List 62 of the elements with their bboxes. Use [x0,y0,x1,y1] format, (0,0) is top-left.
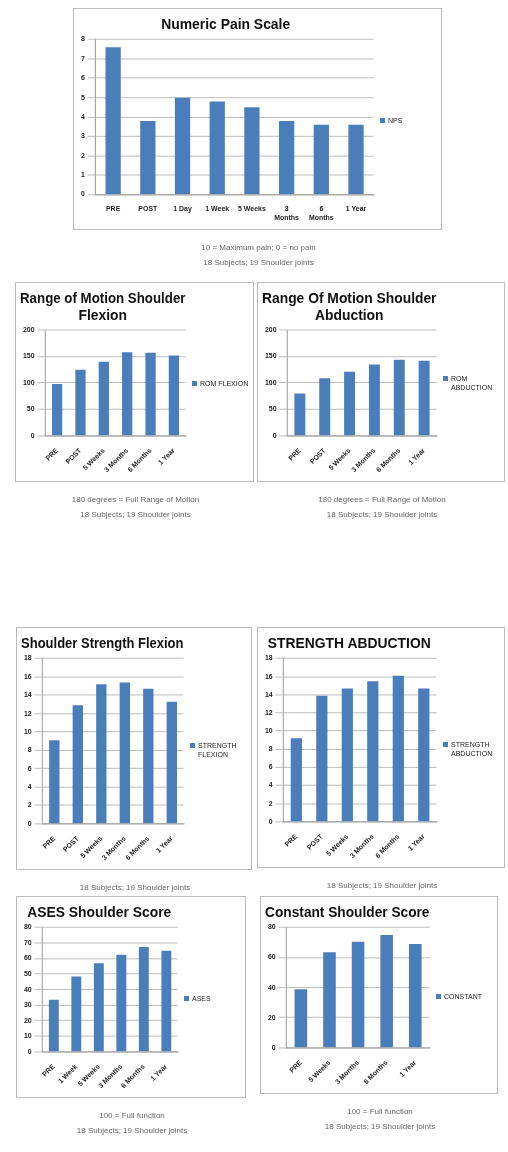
bar [105,47,121,195]
text: 18 Subjects; 19 Shoulder joints [79,509,192,521]
bar [166,701,177,824]
chart-title: Shoulder Strength Flexion [21,635,184,652]
text: 100 = Full function [346,1106,414,1118]
chart-title: Range Of Motion Shoulder Abduction [262,290,438,323]
chart-title: ASES Shoulder Score [27,904,172,921]
bar [93,963,104,1052]
bar [368,364,380,436]
bar [392,675,404,822]
bar [418,360,430,436]
bar [143,688,154,824]
bar [140,120,156,195]
text: 18 Subjects; 19 Shoulder joints [325,880,439,892]
bar [161,950,172,1052]
text: 180 degrees = Full Range of Motion [317,494,447,506]
bar [122,352,133,436]
bar [278,120,295,195]
bar [408,944,422,1048]
bar [380,935,393,1048]
bar [351,941,365,1048]
text: 18 Subjects; 19 Shoulder joints [78,882,192,894]
bar [174,97,191,195]
bar [138,946,149,1052]
bar [294,393,306,436]
bar [316,695,328,822]
text: 18 Subjects; 19 Shoulder joints [75,1125,189,1137]
bar [71,976,82,1052]
bar [96,684,107,824]
bar [313,124,329,195]
bar [290,738,302,822]
bar [75,369,86,436]
bar [367,681,379,822]
chart-title: STRENGTH ABDUCTION [267,635,431,652]
bar [348,124,364,195]
bar [344,371,356,436]
text: 18 Subjects; 19 Shoulder joints [202,257,315,269]
bar [119,682,130,824]
bar [319,378,331,436]
bar [98,361,109,436]
chart-title: Range of Motion Shoulder Flexion [20,290,187,323]
text: 10 = Maximum pain; 0 = no pain [200,242,317,254]
text: 180 degrees = Full Range of Motion [70,494,201,506]
bar [116,954,127,1052]
bar [168,355,180,436]
bar [145,352,156,436]
bar [323,952,336,1048]
text: 18 Subjects; 19 Shoulder joints [325,509,439,521]
chart-title: Constant Shoulder Score [265,904,430,921]
bar [244,107,260,195]
text: 18 Subjects; 19 Shoulder joints [323,1121,437,1133]
bar [341,688,353,822]
bar [418,688,430,822]
text: 100 = Full function [98,1110,166,1122]
chart-title: Numeric Pain Scale [161,16,291,33]
bar [51,384,63,436]
bar [294,989,308,1048]
bar [209,101,225,195]
bar [49,740,60,824]
bar [72,705,83,824]
bar [393,359,405,436]
bar [48,999,59,1052]
